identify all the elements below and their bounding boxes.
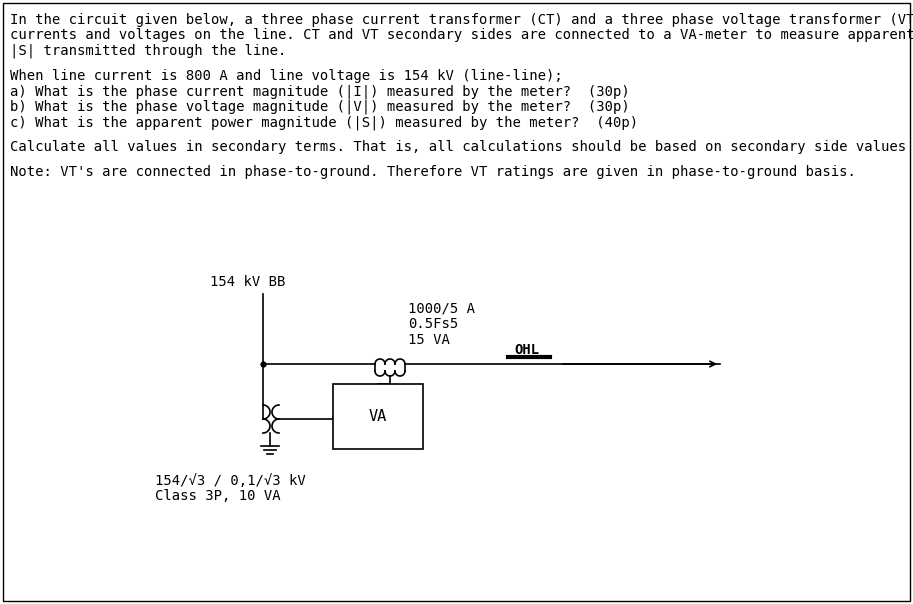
Text: 15 VA: 15 VA: [408, 333, 450, 347]
Text: 154 kV BB: 154 kV BB: [210, 275, 286, 289]
Text: c) What is the apparent power magnitude (|S|) measured by the meter?  (40p): c) What is the apparent power magnitude …: [10, 115, 638, 130]
Text: currents and voltages on the line. CT and VT secondary sides are connected to a : currents and voltages on the line. CT an…: [10, 28, 913, 42]
Text: In the circuit given below, a three phase current transformer (CT) and a three p: In the circuit given below, a three phas…: [10, 13, 913, 27]
Text: 0.5Fs5: 0.5Fs5: [408, 318, 458, 332]
Text: 1000/5 A: 1000/5 A: [408, 302, 475, 316]
Text: Calculate all values in secondary terms. That is, all calculations should be bas: Calculate all values in secondary terms.…: [10, 140, 913, 154]
Text: OHL: OHL: [514, 343, 540, 357]
Text: VA: VA: [369, 409, 387, 424]
Text: |S| transmitted through the line.: |S| transmitted through the line.: [10, 44, 287, 59]
Text: Note: VT's are connected in phase-to-ground. Therefore VT ratings are given in p: Note: VT's are connected in phase-to-gro…: [10, 165, 855, 179]
Text: When line current is 800 A and line voltage is 154 kV (line-line);: When line current is 800 A and line volt…: [10, 69, 562, 83]
Bar: [333, 384, 423, 449]
Text: b) What is the phase voltage magnitude (|V|) measured by the meter?  (30p): b) What is the phase voltage magnitude (…: [10, 100, 630, 114]
Text: Class 3P, 10 VA: Class 3P, 10 VA: [155, 489, 280, 504]
Text: 154/√3 / 0,1/√3 kV: 154/√3 / 0,1/√3 kV: [155, 474, 306, 488]
Text: a) What is the phase current magnitude (|I|) measured by the meter?  (30p): a) What is the phase current magnitude (…: [10, 85, 630, 99]
